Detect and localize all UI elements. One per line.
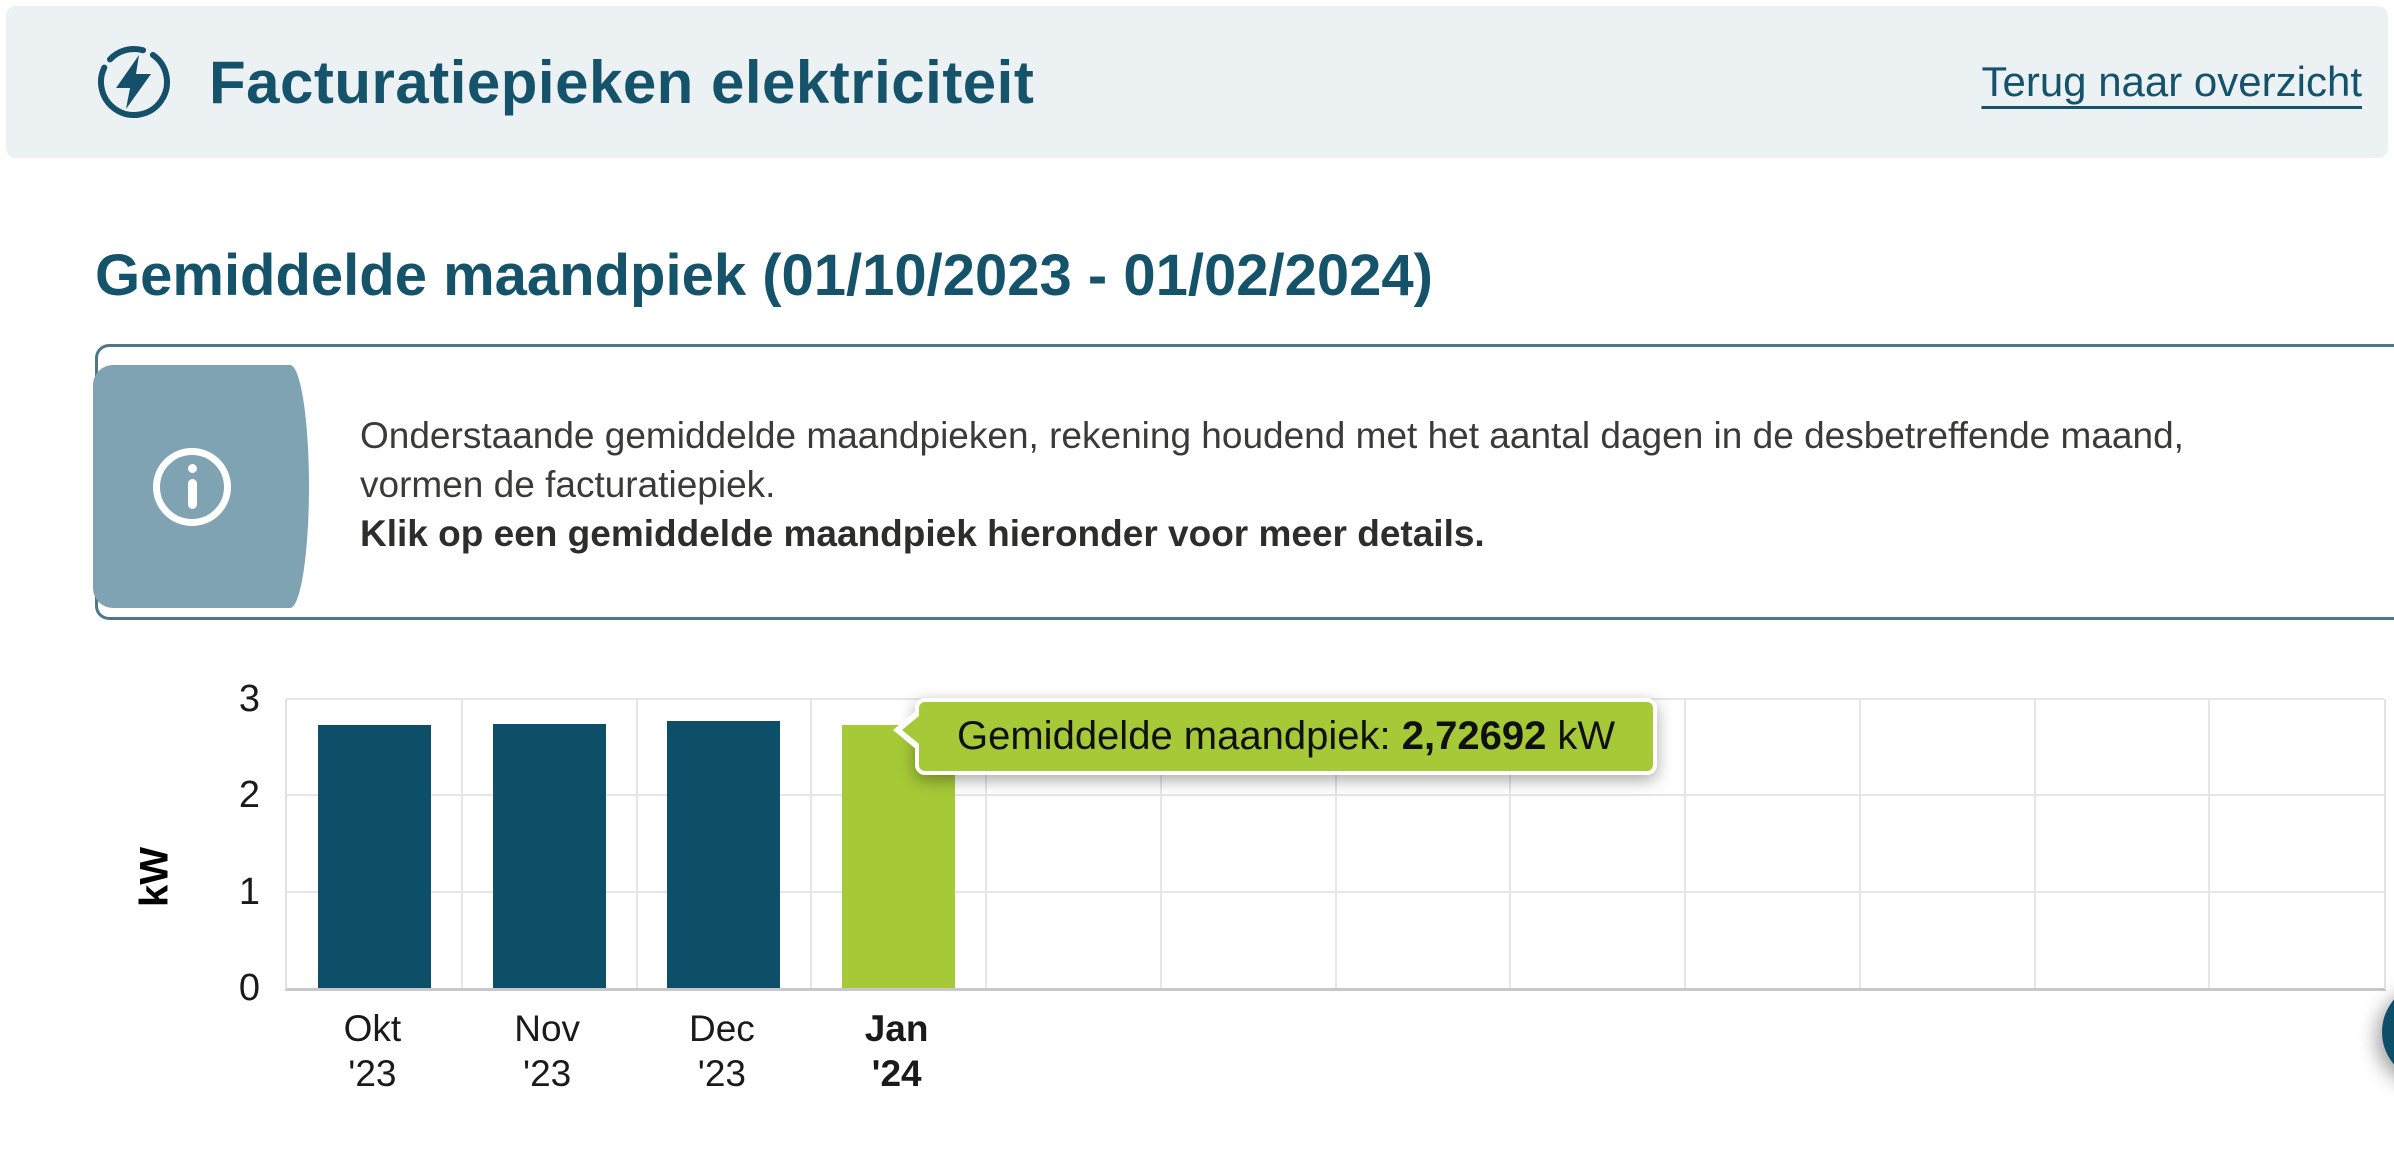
- gridline-v: [810, 699, 813, 988]
- gridline-v: [2208, 699, 2211, 988]
- floating-action-button[interactable]: [2382, 982, 2394, 1082]
- gridline-v: [635, 699, 638, 988]
- gridline-v: [1509, 699, 1512, 988]
- info-box-side-panel: [93, 365, 309, 608]
- gridline-v: [2033, 699, 2036, 988]
- bar-tooltip: Gemiddelde maandpiek: 2,72692 kW: [893, 698, 1658, 775]
- info-line-1: Onderstaande gemiddelde maandpieken, rek…: [360, 415, 2184, 456]
- y-tick-2: 2: [238, 774, 260, 817]
- y-axis-label: kW: [132, 847, 177, 907]
- gridline-v: [1334, 699, 1337, 988]
- x-label-nov: Nov '23: [514, 1008, 581, 1094]
- gridline-v: [1684, 699, 1686, 988]
- y-tick-3: 3: [238, 678, 260, 720]
- x-label-jan: Jan '24: [864, 1008, 929, 1094]
- section-heading: Gemiddelde maandpiek (01/10/2023 - 01/02…: [95, 243, 1433, 308]
- tooltip-unit: kW: [1546, 714, 1616, 758]
- gridline-v: [460, 699, 463, 988]
- info-icon: [153, 447, 231, 526]
- tooltip-value: 2,72692: [1401, 714, 1547, 758]
- app-header: Facturatiepieken elektriciteit Terug naa…: [6, 6, 2388, 158]
- bar-nov[interactable]: [492, 724, 606, 988]
- x-label-dec: Dec '23: [688, 1008, 755, 1094]
- y-tick-1: 1: [238, 870, 260, 913]
- y-tick-0: 0: [238, 967, 260, 1009]
- electricity-bolt-icon: [95, 43, 173, 121]
- gridline-v: [1858, 699, 1861, 988]
- info-box: Onderstaande gemiddelde maandpieken, rek…: [93, 344, 2394, 620]
- bar-okt[interactable]: [317, 725, 431, 988]
- gridline-v: [985, 699, 987, 988]
- info-box-text: Onderstaande gemiddelde maandpieken, rek…: [360, 411, 2344, 558]
- gridline-v: [1159, 699, 1162, 988]
- back-to-overview-link[interactable]: Terug naar overzicht: [1981, 58, 2362, 105]
- page-title: Facturatiepieken elektriciteit: [209, 48, 1035, 116]
- bar-dec[interactable]: [667, 721, 781, 988]
- tooltip-label: Gemiddelde maandpiek:: [957, 714, 1402, 758]
- info-line-2: vormen de facturatiepiek.: [360, 464, 776, 505]
- info-line-3: Klik op een gemiddelde maandpiek hierond…: [360, 513, 1485, 554]
- x-label-okt: Okt '23: [343, 1008, 402, 1094]
